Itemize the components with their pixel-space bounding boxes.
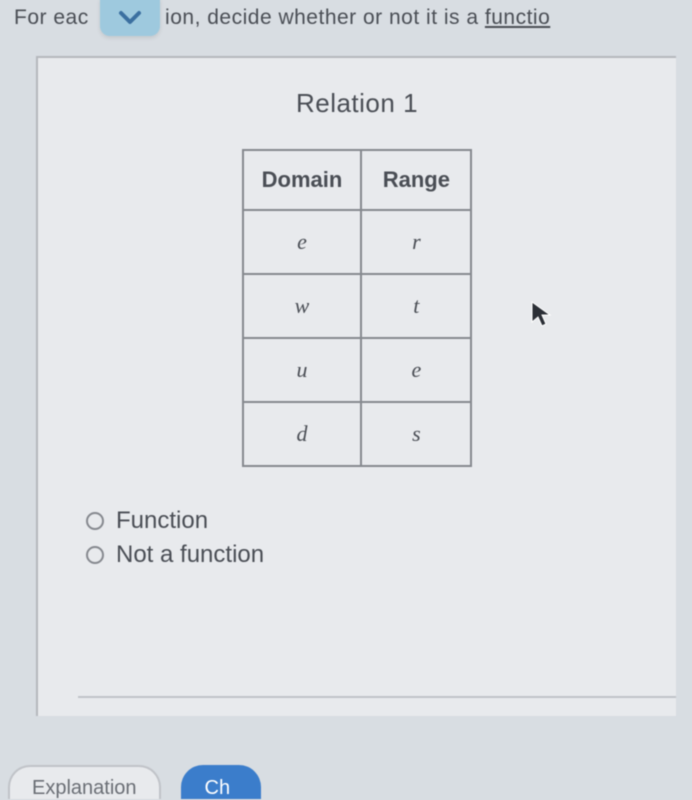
col-range: Range [361, 150, 471, 210]
table-row: e r [243, 210, 472, 274]
cell-domain: e [243, 210, 362, 274]
table-header-row: Domain Range [243, 150, 472, 210]
relation-table: Domain Range e r w t u e d s [242, 149, 473, 467]
radio-icon [86, 512, 104, 530]
cell-range: e [361, 338, 471, 402]
question-underlined: functio [485, 6, 550, 29]
content-panel: Relation 1 Domain Range e r w t u e d [36, 56, 676, 716]
cell-domain: u [243, 338, 362, 402]
question-text-left: For eac [14, 6, 89, 30]
bottom-bar: Explanation Ch [8, 765, 261, 799]
answer-options: Function Not a function [86, 507, 676, 569]
question-plain: ion, decide whether or not it is a [165, 6, 485, 29]
question-text-right: ion, decide whether or not it is a funct… [165, 6, 550, 30]
table-row: w t [243, 274, 472, 338]
divider [78, 696, 676, 698]
check-button[interactable]: Ch [181, 765, 261, 799]
cell-range: t [361, 274, 471, 338]
table-row: u e [243, 338, 472, 402]
cell-range: r [361, 210, 471, 274]
dropdown-tab[interactable] [100, 0, 160, 36]
relation-title: Relation 1 [38, 88, 676, 119]
col-domain: Domain [243, 150, 362, 210]
option-function[interactable]: Function [86, 507, 676, 535]
cell-domain: w [243, 274, 362, 338]
option-label: Function [116, 507, 208, 535]
chevron-down-icon [117, 8, 143, 26]
option-not-function[interactable]: Not a function [86, 541, 676, 569]
option-label: Not a function [116, 541, 264, 569]
cell-domain: d [243, 402, 362, 466]
cell-range: s [361, 402, 471, 466]
explanation-button[interactable]: Explanation [8, 765, 161, 799]
radio-icon [86, 546, 104, 564]
question-bar: For eac ion, decide whether or not it is… [0, 0, 692, 44]
table-row: d s [243, 402, 472, 466]
